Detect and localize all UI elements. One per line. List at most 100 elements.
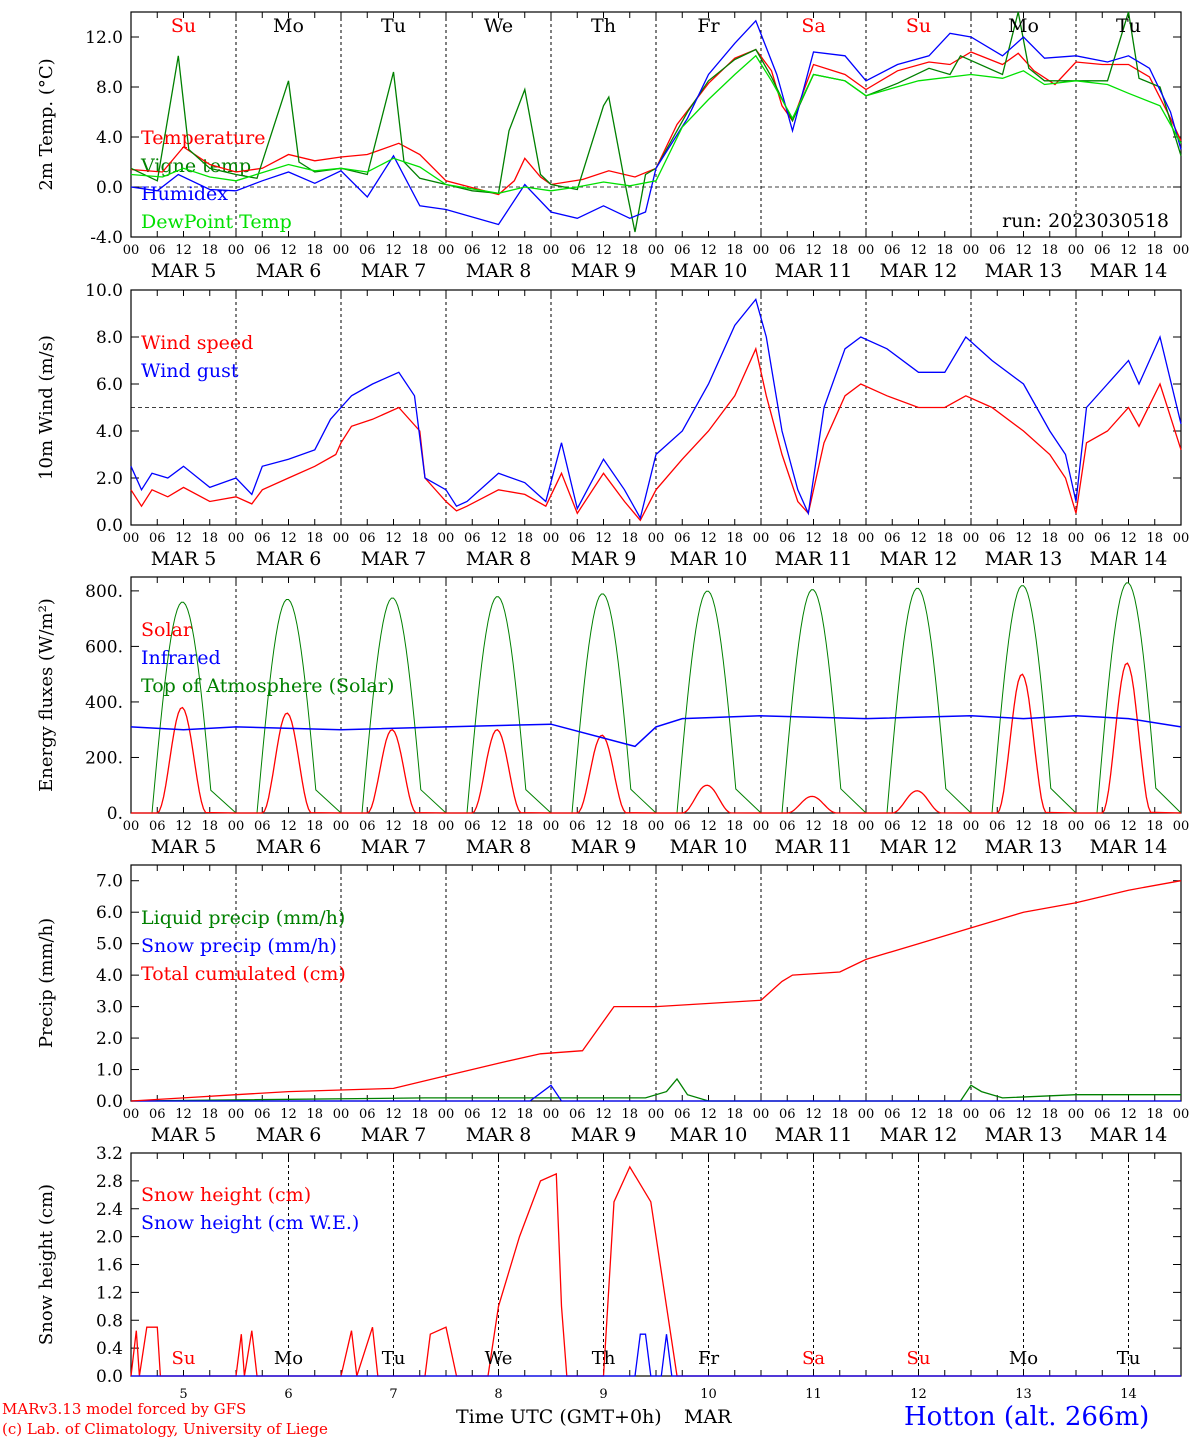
hour-label: 18 [1146, 531, 1163, 546]
y-tick-label: 2.8 [96, 1172, 123, 1192]
day-of-week-label: We [485, 1348, 513, 1369]
hour-label: 00 [648, 819, 665, 834]
hour-label: 06 [884, 531, 901, 546]
solar-curve [971, 673, 1077, 814]
solar-curve [551, 734, 657, 814]
hour-label: 18 [621, 819, 638, 834]
hour-label: 12 [700, 1107, 717, 1122]
hour-label: 18 [726, 819, 743, 834]
legend-total-cumulated-cm-: Total cumulated (cm) [141, 963, 346, 985]
hour-label: 12 [595, 243, 612, 258]
hour-label: 12 [910, 819, 927, 834]
run-stamp: run: 2023030518 [1002, 210, 1169, 232]
date-label: MAR 6 [256, 260, 322, 282]
legend-solar: Solar [141, 619, 193, 641]
hour-label: 12 [805, 531, 822, 546]
day-number-label: 5 [179, 1387, 187, 1402]
date-label: MAR 7 [361, 836, 427, 858]
y-tick-label: 0.0 [96, 516, 123, 536]
hour-label: 18 [936, 531, 953, 546]
hour-label: 06 [149, 1107, 166, 1122]
date-label: MAR 7 [361, 548, 427, 570]
hour-label: 06 [674, 819, 691, 834]
legend-liquid-precip-mm-h-: Liquid precip (mm/h) [141, 907, 345, 929]
wind-speed-curve [130, 346, 1182, 522]
day-of-week-label: Tu [1117, 1348, 1141, 1369]
hour-label: 06 [674, 1107, 691, 1122]
hour-label: 00 [963, 531, 980, 546]
hour-label: 06 [569, 243, 586, 258]
hour-label: 00 [543, 1107, 560, 1122]
hour-label: 12 [700, 819, 717, 834]
date-label: MAR 14 [1090, 548, 1168, 570]
hour-label: 12 [280, 531, 297, 546]
y-tick-label: 0. [107, 804, 123, 824]
legend-infrared: Infrared [141, 647, 221, 669]
hour-label: 18 [306, 819, 323, 834]
y-tick-label: 5.0 [96, 935, 123, 955]
date-label: MAR 13 [985, 260, 1063, 282]
day-of-week-label: Su [906, 15, 931, 37]
hour-label: 18 [621, 243, 638, 258]
hour-label: 06 [149, 819, 166, 834]
hour-label: 06 [464, 1107, 481, 1122]
date-label: MAR 8 [466, 836, 532, 858]
y-tick-label: 4.0 [96, 966, 123, 986]
hour-label: 00 [1068, 531, 1085, 546]
toa-solar-curve [656, 590, 762, 814]
hour-label: 18 [411, 531, 428, 546]
infrared-curve [130, 715, 1182, 748]
hour-label: 06 [1094, 1107, 1111, 1122]
hour-label: 18 [621, 531, 638, 546]
hour-label: 18 [201, 531, 218, 546]
hour-label: 06 [1094, 243, 1111, 258]
hour-label: 18 [621, 1107, 638, 1122]
solar-curve [866, 790, 972, 814]
date-label: MAR 12 [880, 836, 958, 858]
y-tick-label: 1.2 [96, 1283, 123, 1303]
y-tick-label: 2.0 [96, 1029, 123, 1049]
toa-solar-curve [446, 596, 552, 814]
date-label: MAR 6 [256, 836, 322, 858]
hour-label: 00 [963, 243, 980, 258]
y-tick-label: 200. [85, 748, 123, 768]
legend-wind-gust: Wind gust [141, 360, 239, 382]
date-label: MAR 5 [151, 260, 217, 282]
hour-label: 06 [884, 819, 901, 834]
hour-label: 00 [543, 819, 560, 834]
hour-label: 00 [1173, 1107, 1190, 1122]
hour-label: 18 [411, 819, 428, 834]
hour-label: 12 [700, 243, 717, 258]
y-tick-label: 600. [85, 637, 123, 657]
date-label: MAR 12 [880, 1124, 958, 1146]
hour-label: 12 [1015, 243, 1032, 258]
toa-solar-curve [236, 599, 342, 814]
solar-curve [236, 712, 342, 814]
hour-label: 06 [779, 819, 796, 834]
hour-label: 00 [753, 819, 770, 834]
hour-label: 12 [595, 531, 612, 546]
day-of-week-label: Su [171, 15, 196, 37]
hour-label: 18 [831, 819, 848, 834]
hour-label: 00 [333, 243, 350, 258]
hour-label: 12 [385, 1107, 402, 1122]
hour-label: 06 [1094, 531, 1111, 546]
hour-label: 12 [175, 1107, 192, 1122]
hour-label: 06 [464, 531, 481, 546]
date-label: MAR 9 [571, 1124, 637, 1146]
hour-label: 06 [359, 819, 376, 834]
day-of-week-label: Fr [698, 1348, 719, 1369]
date-label: MAR 9 [571, 548, 637, 570]
day-of-week-label: Mo [1009, 1348, 1038, 1369]
hour-label: 18 [1146, 819, 1163, 834]
hour-label: 06 [359, 531, 376, 546]
date-label: MAR 14 [1090, 1124, 1168, 1146]
hour-label: 00 [753, 1107, 770, 1122]
toa-solar-curve [341, 597, 447, 814]
date-label: MAR 14 [1090, 260, 1168, 282]
hour-label: 18 [936, 819, 953, 834]
hour-label: 00 [858, 819, 875, 834]
hour-label: 12 [490, 531, 507, 546]
hour-label: 00 [963, 819, 980, 834]
dewpoint-temp-curve [130, 54, 1182, 194]
